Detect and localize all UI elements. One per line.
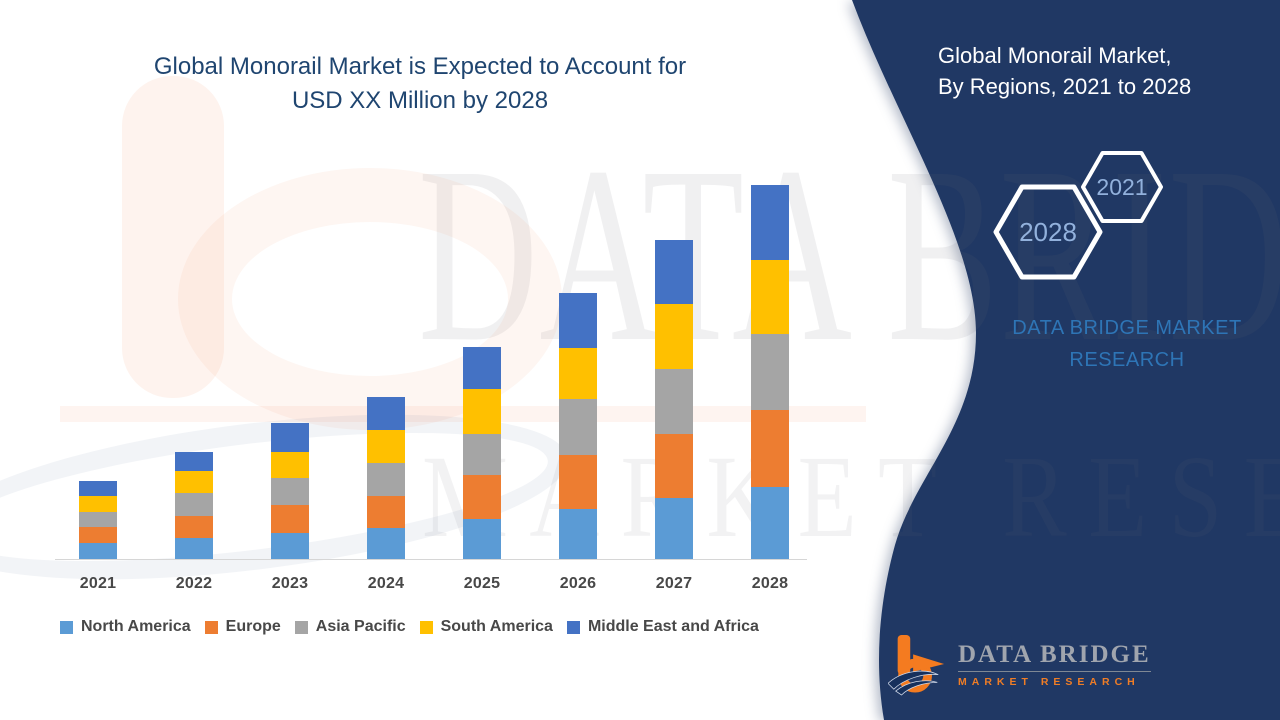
- chart-title-line2: USD XX Million by 2028: [291, 87, 549, 114]
- bar-segment-2026-asia-pacific: [559, 399, 597, 455]
- legend-item-asia-pacific: Asia Pacific: [294, 618, 406, 636]
- x-axis-label-2024: 2024: [367, 575, 405, 592]
- x-axis-label-2021: 2021: [79, 575, 117, 592]
- bar-segment-2027-europe: [655, 434, 693, 498]
- bar-2022: [175, 452, 213, 560]
- chart-title-line1: Global Monorail Market is Expected to Ac…: [153, 53, 687, 80]
- bar-segment-2024-south-america: [367, 430, 405, 463]
- bar-segment-2028-north-america: [751, 487, 789, 560]
- bar-segment-2027-middle-east-and-africa: [655, 240, 693, 304]
- bar-segment-2022-north-america: [175, 538, 213, 560]
- legend-item-north-america: North America: [60, 618, 191, 636]
- bar-segment-2023-europe: [271, 505, 309, 533]
- bar-2028: [751, 185, 789, 560]
- logo-swoosh-bottom: [895, 680, 938, 696]
- chart-title: Global Monorail Market is Expected to Ac…: [80, 50, 760, 118]
- legend-swatch: [60, 620, 73, 634]
- bar-2021: [79, 481, 117, 560]
- bar-2023: [271, 423, 309, 560]
- bar-segment-2021-europe: [79, 527, 117, 543]
- bar-segment-2021-south-america: [79, 496, 117, 512]
- bar-segment-2022-asia-pacific: [175, 493, 213, 516]
- bar-segment-2023-asia-pacific: [271, 478, 309, 505]
- logo-b-wing: [913, 654, 945, 672]
- legend-swatch: [204, 620, 218, 634]
- bar-2024: [367, 397, 405, 560]
- x-axis-label-2022: 2022: [175, 575, 213, 592]
- bar-segment-2026-north-america: [559, 509, 597, 560]
- bar-segment-2021-asia-pacific: [79, 512, 117, 527]
- bar-segment-2027-north-america: [655, 498, 693, 560]
- legend-label: Middle East and Africa: [587, 618, 759, 635]
- logo-swoosh-top: [888, 670, 939, 690]
- legend-swatch: [294, 620, 308, 634]
- legend-label: North America: [81, 618, 191, 635]
- logo-text-block: DATA BRIDGE MARKET RESEARCH: [958, 642, 1151, 688]
- legend-item-europe: Europe: [204, 618, 281, 636]
- panel-brand-line1: DATA BRIDGE MARKET: [1012, 317, 1242, 339]
- x-axis-label-2023: 2023: [271, 575, 309, 592]
- logo-divider: [958, 671, 1151, 672]
- bar-segment-2026-south-america: [559, 348, 597, 399]
- panel-title-line2: By Regions, 2021 to 2028: [938, 74, 1192, 99]
- bar-segment-2025-north-america: [463, 519, 501, 560]
- bar-segment-2028-europe: [751, 410, 789, 487]
- bar-segment-2024-middle-east-and-africa: [367, 397, 405, 430]
- bar-segment-2026-europe: [559, 455, 597, 509]
- bar-segment-2022-middle-east-and-africa: [175, 452, 213, 471]
- bar-segment-2026-middle-east-and-africa: [559, 293, 597, 348]
- bar-segment-2028-south-america: [751, 260, 789, 334]
- legend-item-middle-east-and-africa: Middle East and Africa: [566, 618, 759, 636]
- bar-segment-2027-asia-pacific: [655, 369, 693, 434]
- chart-legend: North America Europe Asia Pacific South Ame…: [60, 618, 759, 636]
- bar-segment-2024-europe: [367, 496, 405, 528]
- legend-label: Europe: [225, 618, 281, 635]
- logo-subtitle: MARKET RESEARCH: [958, 676, 1140, 688]
- bar-segment-2023-middle-east-and-africa: [271, 423, 309, 452]
- logo-name: DATA BRIDGE: [958, 641, 1151, 668]
- bar-segment-2022-south-america: [175, 471, 213, 493]
- bar-segment-2024-asia-pacific: [367, 463, 405, 496]
- bar-segment-2028-middle-east-and-africa: [751, 185, 789, 260]
- dbmr-logo-icon: [888, 635, 945, 696]
- bar-segment-2025-south-america: [463, 389, 501, 434]
- dbmr-logo: DATA BRIDGE MARKET RESEARCH: [888, 634, 1151, 696]
- legend-item-south-america: South America: [419, 618, 553, 636]
- x-axis-label-2027: 2027: [655, 575, 693, 592]
- panel-brand-line2: RESEARCH: [1069, 349, 1185, 371]
- bar-segment-2022-europe: [175, 516, 213, 538]
- bar-segment-2025-europe: [463, 475, 501, 519]
- legend-label: Asia Pacific: [315, 618, 406, 635]
- bar-2027: [655, 240, 693, 560]
- bar-segment-2023-north-america: [271, 533, 309, 560]
- x-axis-label-2025: 2025: [463, 575, 501, 592]
- bar-2025: [463, 347, 501, 560]
- panel-title-line1: Global Monorail Market,: [938, 43, 1172, 68]
- x-axis-label-2026: 2026: [559, 575, 597, 592]
- bar-segment-2021-middle-east-and-africa: [79, 481, 117, 496]
- bar-segment-2027-south-america: [655, 304, 693, 369]
- bar-segment-2025-middle-east-and-africa: [463, 347, 501, 389]
- bar-segment-2023-south-america: [271, 452, 309, 478]
- legend-swatch: [566, 620, 580, 634]
- panel-title: Global Monorail Market, By Regions, 2021…: [938, 40, 1238, 102]
- side-panel-path: [852, 0, 1280, 720]
- legend-swatch: [419, 620, 433, 634]
- panel-brand-text: DATA BRIDGE MARKET RESEARCH: [1002, 312, 1252, 376]
- x-axis-label-2028: 2028: [751, 575, 789, 592]
- bar-segment-2021-north-america: [79, 543, 117, 560]
- bar-segment-2028-asia-pacific: [751, 334, 789, 410]
- x-axis-line: [55, 559, 807, 560]
- bar-2026: [559, 293, 597, 560]
- bar-segment-2025-asia-pacific: [463, 434, 501, 475]
- legend-label: South America: [440, 618, 553, 635]
- bar-segment-2024-north-america: [367, 528, 405, 560]
